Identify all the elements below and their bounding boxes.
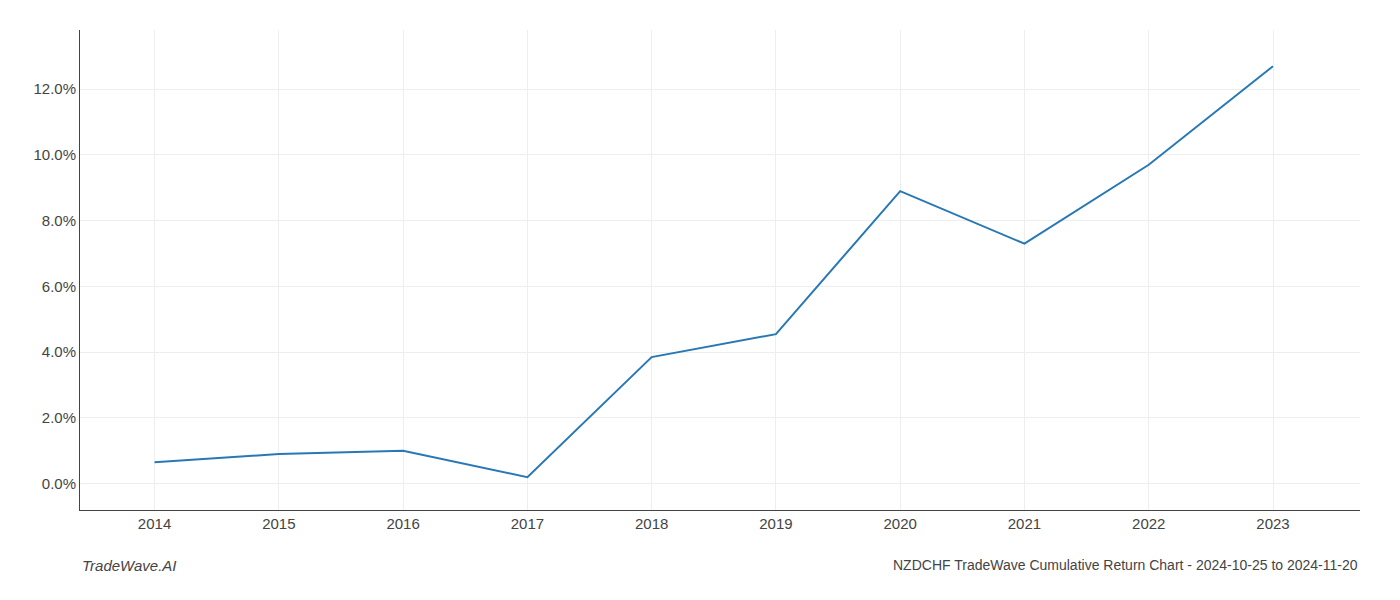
- svg-text:2023: 2023: [1256, 515, 1289, 532]
- svg-text:2016: 2016: [386, 515, 419, 532]
- svg-text:2019: 2019: [759, 515, 792, 532]
- svg-text:2017: 2017: [511, 515, 544, 532]
- svg-text:2022: 2022: [1132, 515, 1165, 532]
- svg-text:4.0%: 4.0%: [42, 343, 76, 360]
- svg-text:2018: 2018: [635, 515, 668, 532]
- svg-text:2015: 2015: [262, 515, 295, 532]
- svg-text:0.0%: 0.0%: [42, 475, 76, 492]
- svg-text:12.0%: 12.0%: [33, 80, 76, 97]
- svg-text:NZDCHF TradeWave Cumulative Re: NZDCHF TradeWave Cumulative Return Chart…: [893, 557, 1358, 573]
- svg-text:8.0%: 8.0%: [42, 212, 76, 229]
- svg-text:2021: 2021: [1008, 515, 1041, 532]
- svg-text:2.0%: 2.0%: [42, 409, 76, 426]
- svg-text:10.0%: 10.0%: [33, 146, 76, 163]
- svg-text:2020: 2020: [884, 515, 917, 532]
- svg-text:6.0%: 6.0%: [42, 278, 76, 295]
- svg-text:2014: 2014: [138, 515, 171, 532]
- svg-text:TradeWave.AI: TradeWave.AI: [82, 557, 176, 574]
